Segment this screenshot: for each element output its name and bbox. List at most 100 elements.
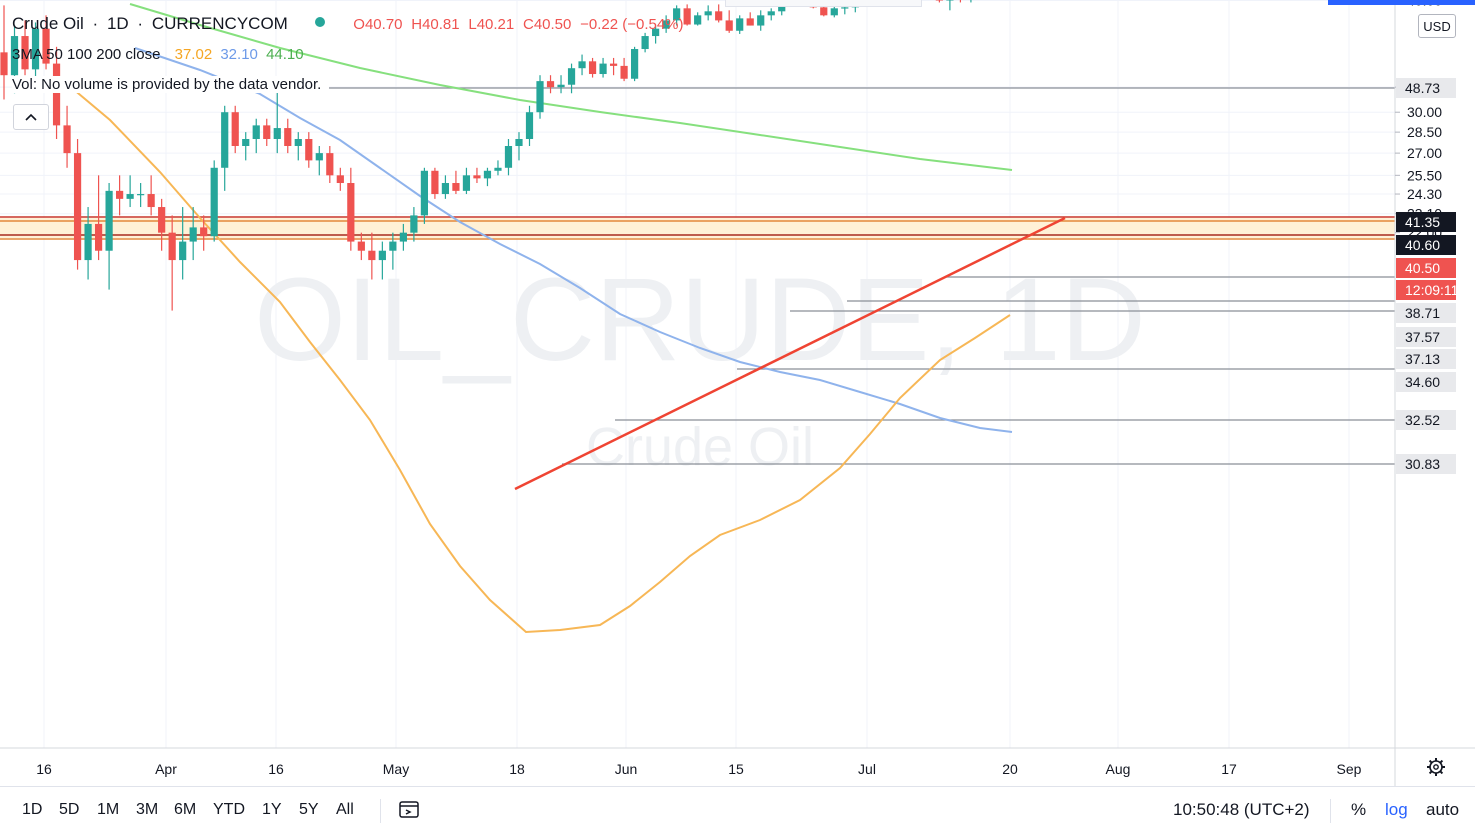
candle-body	[0, 52, 7, 75]
timeframe-ytd[interactable]: YTD	[213, 801, 245, 819]
candle-body	[169, 233, 176, 260]
price-label: 12:09:11	[1396, 280, 1459, 300]
price-chart[interactable]: OIL_CRUDE, 1D Crude Oil 52.0048.0044.004…	[0, 0, 1475, 786]
watermark-name: Crude Oil	[586, 417, 814, 477]
candle-body	[578, 61, 585, 68]
timeframe-1y[interactable]: 1Y	[262, 801, 282, 819]
time-tick-label: 16	[36, 761, 52, 777]
candle-body	[431, 171, 438, 194]
time-tick-label: Aug	[1106, 761, 1131, 777]
timeframe-1m[interactable]: 1M	[97, 801, 119, 819]
candle-body	[74, 153, 81, 260]
toolbar-divider	[380, 799, 381, 823]
price-label: 37.13	[1396, 349, 1456, 369]
price-label-text: 40.60	[1405, 237, 1440, 253]
collapse-legend-button[interactable]	[13, 104, 49, 130]
candle-body	[421, 171, 428, 216]
time-tick-label: May	[383, 761, 409, 777]
price-label: 40.50	[1396, 258, 1456, 278]
price-label: 41.35	[1396, 212, 1456, 232]
timeframe-5d[interactable]: 5D	[59, 801, 79, 819]
candle-body	[610, 64, 617, 66]
candle-body	[726, 20, 733, 30]
legend-separator: ·	[137, 14, 143, 33]
candle-body	[316, 153, 323, 160]
time-tick-label: 20	[1002, 761, 1018, 777]
candle-body	[84, 224, 91, 260]
candle-body	[127, 194, 134, 199]
candle	[74, 139, 81, 270]
candle-body	[484, 171, 491, 179]
candle-body	[599, 64, 606, 74]
candle-body	[768, 11, 775, 15]
timeframe-all[interactable]: All	[336, 801, 354, 819]
symbol-name[interactable]: Crude Oil	[12, 14, 84, 33]
candle-body	[568, 68, 575, 85]
candle-body	[221, 112, 228, 168]
price-tick-label: 24.30	[1407, 186, 1442, 202]
chevron-up-icon	[25, 113, 37, 121]
price-label: 40.60	[1396, 235, 1456, 255]
candle-body	[190, 227, 197, 241]
time-tick-label: Apr	[155, 761, 177, 777]
price-label-text: 32.52	[1405, 412, 1440, 428]
candle-body	[820, 7, 827, 15]
candle-body	[284, 128, 291, 146]
price-label-text: 41.35	[1405, 214, 1440, 230]
price-label-text: 37.13	[1405, 351, 1440, 367]
candle-body	[137, 194, 144, 195]
candle-body	[200, 227, 207, 236]
candle-body	[536, 81, 543, 112]
auto-scale-toggle[interactable]: auto	[1426, 800, 1459, 820]
price-label-text: 34.60	[1405, 374, 1440, 390]
candle-body	[757, 15, 764, 25]
ohlc-high: H40.81	[411, 16, 459, 33]
market-status-icon	[315, 17, 325, 27]
candle-body	[232, 112, 239, 146]
volume-text: Vol: No volume is provided by the data v…	[12, 76, 321, 93]
candle-body	[831, 8, 838, 15]
candle-body	[263, 125, 270, 139]
candle-body	[589, 61, 596, 74]
log-scale-toggle[interactable]: log	[1385, 800, 1408, 820]
symbol-interval[interactable]: 1D	[107, 14, 129, 33]
candle-body	[242, 139, 249, 146]
timeframe-3m[interactable]: 3M	[136, 801, 158, 819]
candle-body	[305, 139, 312, 160]
price-label: 32.52	[1396, 410, 1456, 430]
percent-scale-toggle[interactable]: %	[1351, 800, 1366, 820]
candle-body	[515, 139, 522, 146]
date-range-icon[interactable]	[398, 798, 420, 820]
ma100-value: 32.10	[220, 46, 258, 63]
time-tick-label: 15	[728, 761, 744, 777]
bottom-toolbar: 1D 5D 1M 3M 6M YTD 1Y 5Y All 10:50:48 (U…	[0, 786, 1475, 836]
timeframe-6m[interactable]: 6M	[174, 801, 196, 819]
price-tick-label: 27.00	[1407, 145, 1442, 161]
candle-body	[715, 11, 722, 20]
candle-body	[337, 175, 344, 183]
clock-timezone[interactable]: 10:50:48 (UTC+2)	[1173, 800, 1310, 820]
price-label: 30.83	[1396, 454, 1456, 474]
candle-body	[295, 139, 302, 146]
candle-body	[463, 175, 470, 191]
timeframe-5y[interactable]: 5Y	[299, 801, 319, 819]
price-tick-label: 28.50	[1407, 124, 1442, 140]
candle-body	[379, 251, 386, 260]
timeframe-1d[interactable]: 1D	[22, 801, 42, 819]
candle-body	[63, 125, 70, 153]
top-toolbar-fragment	[725, 0, 922, 7]
ohlc-low: L40.21	[468, 16, 514, 33]
legend-separator: ·	[93, 14, 99, 33]
ohlc-change: −0.22 (−0.54%)	[580, 16, 683, 33]
candle-body	[158, 207, 165, 233]
price-label: 34.60	[1396, 372, 1456, 392]
candle-body	[253, 125, 260, 139]
ma-legend[interactable]: 3MA 50 100 200 close 37.02 32.10 44.10	[12, 46, 308, 63]
candle-body	[211, 168, 218, 236]
candle-body	[95, 224, 102, 251]
watermark-symbol: OIL_CRUDE, 1D	[254, 254, 1146, 386]
currency-button[interactable]: USD	[1418, 14, 1456, 38]
time-tick-label: Jun	[615, 761, 638, 777]
volume-legend: Vol: No volume is provided by the data v…	[12, 76, 329, 93]
price-label-text: 38.71	[1405, 305, 1440, 321]
